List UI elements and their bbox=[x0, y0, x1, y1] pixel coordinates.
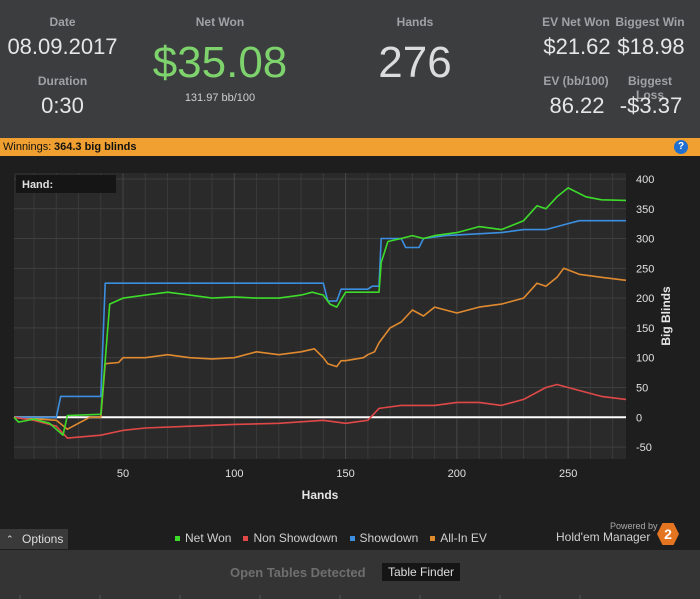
hand-info-box bbox=[16, 175, 116, 193]
y-axis-title: Big Blinds bbox=[659, 286, 673, 346]
net-won-bb100: 131.97 bb/100 bbox=[184, 92, 256, 104]
plot-background bbox=[14, 173, 626, 459]
stats-panel: Date 08.09.2017 Duration 0:30 Net Won $3… bbox=[0, 0, 700, 138]
options-label: Options bbox=[22, 532, 64, 546]
legend-label: Non Showdown bbox=[253, 531, 338, 545]
series-line-showdown bbox=[14, 219, 626, 419]
y-tick-label: 0 bbox=[636, 412, 642, 424]
winnings-value: 364.3 big blinds bbox=[54, 141, 137, 153]
date-label: Date bbox=[49, 15, 76, 29]
y-tick-label: 350 bbox=[636, 204, 654, 216]
series-line-non-showdown bbox=[13, 383, 627, 439]
help-icon[interactable]: ? bbox=[674, 140, 688, 154]
ev-net-won-label: EV Net Won bbox=[542, 15, 610, 29]
net-won-value: $35.08 bbox=[152, 38, 288, 87]
table-finder-button[interactable]: Table Finder bbox=[382, 563, 461, 581]
biggest-win-value: $18.98 bbox=[617, 34, 685, 59]
ev-bb100-value: 86.22 bbox=[549, 93, 605, 118]
y-tick-label: 150 bbox=[636, 323, 654, 335]
legend-label: Net Won bbox=[185, 531, 232, 545]
chevron-up-icon: ⌃ bbox=[6, 534, 14, 544]
legend-swatch bbox=[243, 536, 249, 542]
ev-bb100-label: EV (bb/100) bbox=[543, 74, 609, 88]
hm2-logo-icon: 2 bbox=[657, 523, 679, 545]
hands-label: Hands bbox=[396, 15, 434, 29]
legend-item[interactable]: Showdown bbox=[349, 531, 419, 545]
series-line-all-in-ev bbox=[13, 267, 627, 430]
legend-label: Showdown bbox=[359, 531, 419, 545]
chart-area: 50 100 150 200 250 -50 0 50 100 150 200 250 300 350 4… bbox=[0, 156, 700, 528]
duration-label: Duration bbox=[37, 74, 88, 88]
legend-swatch bbox=[349, 536, 355, 542]
duration-value: 0:30 bbox=[41, 93, 84, 118]
legend-label: All-In EV bbox=[440, 531, 487, 545]
legend-item[interactable]: Net Won bbox=[175, 531, 231, 545]
net-won-label: Net Won bbox=[195, 15, 245, 29]
hands-value: 276 bbox=[378, 38, 452, 87]
legend-item[interactable]: Non Showdown bbox=[243, 531, 338, 545]
hand-info-label: Hand: bbox=[22, 179, 53, 191]
y-tick-label: 50 bbox=[636, 383, 648, 395]
winnings-graph: 50 100 150 200 250 -50 0 50 100 150 200 250 300 350 4… bbox=[13, 173, 673, 502]
y-tick-label: 300 bbox=[636, 234, 654, 246]
series-line-net-won bbox=[13, 187, 627, 436]
footer-bar: Open Tables Detected Table Finder bbox=[0, 550, 700, 599]
footer-ticks bbox=[19, 595, 581, 599]
y-tick-label: 250 bbox=[636, 263, 654, 275]
open-tables-title: Open Tables Detected bbox=[230, 565, 366, 580]
x-tick-label: 150 bbox=[336, 468, 354, 480]
legend-swatch bbox=[175, 536, 180, 542]
powered-by-text: Powered by bbox=[610, 521, 658, 531]
y-tick-label: 200 bbox=[636, 293, 654, 305]
x-tick-label: 200 bbox=[448, 468, 466, 480]
y-tick-label: -50 bbox=[636, 442, 652, 454]
options-button[interactable]: ⌃ Options bbox=[0, 529, 68, 549]
y-tick-label: 100 bbox=[636, 353, 654, 365]
x-tick-label: 50 bbox=[117, 468, 129, 480]
date-value: 08.09.2017 bbox=[7, 34, 118, 59]
legend-item[interactable]: All-In EV bbox=[430, 531, 487, 545]
brand-name: Hold'em Manager bbox=[556, 530, 651, 544]
y-tick-label: 400 bbox=[636, 174, 654, 186]
ev-net-won-value: $21.62 bbox=[543, 34, 611, 59]
chart-legend: Net Won Non Showdown Showdown All-In EV bbox=[175, 531, 499, 545]
biggest-win-label: Biggest Win bbox=[615, 15, 685, 29]
x-tick-label: 100 bbox=[225, 468, 243, 480]
winnings-label: Winnings: bbox=[3, 141, 52, 153]
legend-swatch bbox=[430, 536, 436, 542]
x-axis-title: Hands bbox=[302, 488, 339, 502]
biggest-loss-value: -$3.37 bbox=[619, 93, 683, 118]
winnings-banner: Winnings: 364.3 big blinds ? bbox=[0, 138, 700, 156]
x-tick-label: 250 bbox=[559, 468, 577, 480]
biggest-loss-label: Biggest Loss bbox=[627, 74, 672, 102]
